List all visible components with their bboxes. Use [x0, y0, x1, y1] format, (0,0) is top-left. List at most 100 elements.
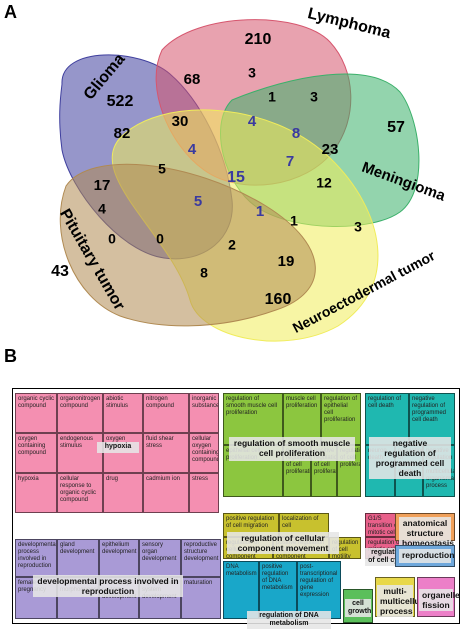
- treemap-term: organonitrogen compound: [60, 396, 101, 409]
- venn-count: 1: [268, 89, 276, 105]
- panel-b-letter: B: [4, 346, 17, 366]
- treemap-term: female pregnancy: [18, 580, 46, 593]
- treemap-term: regulation of cell motility: [332, 540, 359, 559]
- treemap-term: positive regulation of DNA metabolism: [262, 564, 293, 591]
- venn-count: 0: [156, 231, 164, 247]
- treemap-term: reproductive structure development: [184, 542, 219, 562]
- venn-count: 23: [322, 141, 339, 158]
- venn-count: 210: [245, 31, 272, 48]
- venn-set-pituitary-tumor: [59, 163, 316, 327]
- treemap-cell-hypoxia: oxygen levels: [103, 433, 143, 473]
- treemap-term: hypoxia: [18, 476, 39, 482]
- venn-count: 1: [290, 213, 298, 229]
- treemap-term: nitrogen compound: [146, 396, 175, 409]
- treemap-cell-hypoxia: cellular response to organic cyclic comp…: [57, 473, 103, 513]
- treemap-cell-regulation-of-smooth-muscle-cell-proliferation: regulation of epithelial cell proliferat…: [321, 393, 361, 445]
- venn-count: 30: [172, 113, 189, 130]
- treemap-group-label-cell-growth: cell growth: [345, 599, 371, 617]
- venn-count: 8: [292, 125, 300, 142]
- venn-count: 17: [94, 177, 111, 194]
- venn-count: 15: [227, 169, 245, 186]
- venn-shapes: [59, 19, 420, 342]
- treemap-group-label-developmental-process-involved-in-reproduction: developmental process involved in reprod…: [33, 575, 183, 597]
- treemap-term: sensory organ development: [142, 542, 177, 562]
- venn-count: 160: [265, 291, 292, 308]
- treemap-term: DNA metabolism: [226, 564, 257, 577]
- venn-count: 4: [188, 141, 197, 158]
- treemap-term: endogenous stimulus: [60, 436, 94, 449]
- treemap-group-label-regulation-of-cellular-component-movement: regulation of cellular component movemen…: [227, 532, 339, 554]
- treemap-cell-hypoxia: fluid shear stress: [143, 433, 189, 473]
- treemap-group-label-anatomical-structure-homeostasis: anatomical structure homeostasis: [399, 517, 454, 549]
- treemap-term: fluid shear stress: [146, 436, 174, 449]
- treemap-group-label-negative-regulation-of-programmed-cell-death: negative regulation of programmed cell d…: [369, 437, 451, 479]
- treemap-cell-negative-regulation-of-programmed-cell-death: regulation of cell death: [365, 393, 409, 445]
- treemap-term: developmental process involved in reprod…: [18, 542, 57, 569]
- treemap-term: organic cyclic compound: [18, 396, 55, 409]
- treemap-term: gland development: [60, 542, 95, 555]
- treemap-cell-developmental-process-involved-in-reproduction: sensory organ development: [139, 539, 181, 577]
- treemap-group-label-hypoxia: hypoxia: [97, 442, 139, 453]
- treemap-cell-hypoxia: hypoxia: [15, 473, 57, 513]
- treemap-cell-developmental-process-involved-in-reproduction: gland development: [57, 539, 99, 577]
- treemap-cell-hypoxia: abiotic stimulus: [103, 393, 143, 433]
- venn-count: 4: [248, 113, 257, 130]
- treemap-cell-negative-regulation-of-programmed-cell-death: negative regulation of programmed cell d…: [409, 393, 455, 445]
- venn-count: 522: [107, 93, 134, 110]
- treemap-cell-hypoxia: nitrogen compound: [143, 393, 189, 433]
- treemap-cell-developmental-process-involved-in-reproduction: developmental process involved in reprod…: [15, 539, 57, 577]
- treemap-cell-hypoxia: endogenous stimulus: [57, 433, 103, 473]
- treemap-term: negative regulation of programmed cell d…: [412, 396, 447, 423]
- treemap-cell-regulation-of-dna-metabolism: positive regulation of DNA metabolism: [259, 561, 297, 619]
- treemap-term: positive regulation of cell migration: [226, 516, 275, 529]
- treemap-cell-hypoxia: oxygen containing compound: [15, 433, 57, 473]
- treemap-cell-regulation-of-smooth-muscle-cell-proliferation: regulation of smooth muscle cell prolife…: [223, 393, 283, 445]
- treemap-cell-regulation-of-smooth-muscle-cell-proliferation: muscle cell proliferation: [283, 393, 321, 445]
- treemap-term: muscle cell proliferation: [286, 396, 318, 409]
- treemap-term: epithelium development: [102, 542, 137, 555]
- venn-count: 19: [278, 253, 295, 270]
- treemap-term: G1/S transition of mitotic cell cycle: [368, 516, 399, 536]
- treemap-cell-developmental-process-involved-in-reproduction: epithelium development: [99, 539, 139, 577]
- treemap-term: maturation: [184, 580, 213, 586]
- treemap-term: oxygen containing compound: [18, 436, 47, 456]
- treemap-group-label-multi-multicellular-process: multi-multicellular process: [377, 585, 430, 617]
- treemap-group-label-organelle-fission: organelle fission: [419, 589, 460, 611]
- treemap-term: regulation of smooth muscle cell prolife…: [226, 396, 278, 416]
- treemap-group-label-reproduction: reproduction: [399, 549, 454, 563]
- treemap-cell-hypoxia: drug: [103, 473, 143, 513]
- treemap-cell-hypoxia: inorganic substance: [189, 393, 219, 433]
- venn-count: 0: [108, 231, 116, 247]
- venn-count: 1: [256, 203, 264, 220]
- treemap-term: cadmium ion: [146, 476, 181, 482]
- treemap-term: cellular oxygen containing compound: [192, 436, 219, 463]
- treemap-term: regulation of epithelial cell proliferat…: [324, 396, 358, 423]
- venn-count: 5: [158, 161, 166, 177]
- venn-count: 5: [194, 193, 202, 210]
- treemap-cell-developmental-process-involved-in-reproduction: reproductive structure development: [181, 539, 221, 577]
- treemap-term: abiotic stimulus: [106, 396, 129, 409]
- treemap-cell-hypoxia: cadmium ion: [143, 473, 189, 513]
- treemap-term: stress: [192, 476, 209, 482]
- panel-a-letter: A: [4, 2, 17, 22]
- treemap-group-label-regulation-of-dna-metabolism: regulation of DNA metabolism: [247, 611, 331, 629]
- treemap-term: inorganic substance: [192, 396, 219, 409]
- venn-count: 3: [354, 219, 362, 235]
- venn-count: 3: [248, 65, 256, 81]
- treemap-group-label-regulation-of-smooth-muscle-cell-proliferation: regulation of smooth muscle cell prolife…: [229, 437, 355, 461]
- venn-diagram: GliomaLymphomaMeningiomaNeuroectodermal …: [51, 5, 448, 342]
- treemap-cell-regulation-of-dna-metabolism: DNA metabolism: [223, 561, 259, 619]
- venn-count: 8: [200, 265, 208, 281]
- treemap-term: post-transcriptional regulation of gene …: [300, 564, 338, 598]
- venn-count: 3: [310, 89, 318, 105]
- venn-count: 68: [184, 71, 201, 88]
- treemap-term: localization of cell: [282, 516, 319, 529]
- venn-count: 57: [387, 119, 405, 136]
- treemap-term: cellular response to organic cyclic comp…: [60, 476, 97, 503]
- venn-count: 7: [286, 153, 294, 170]
- venn-count: 12: [316, 175, 332, 191]
- treemap-cell-hypoxia: organonitrogen compound: [57, 393, 103, 433]
- treemap-cell-regulation-of-cellular-component-movement: positive regulation of cell migration: [223, 513, 279, 537]
- treemap-cell-hypoxia: organic cyclic compound: [15, 393, 57, 433]
